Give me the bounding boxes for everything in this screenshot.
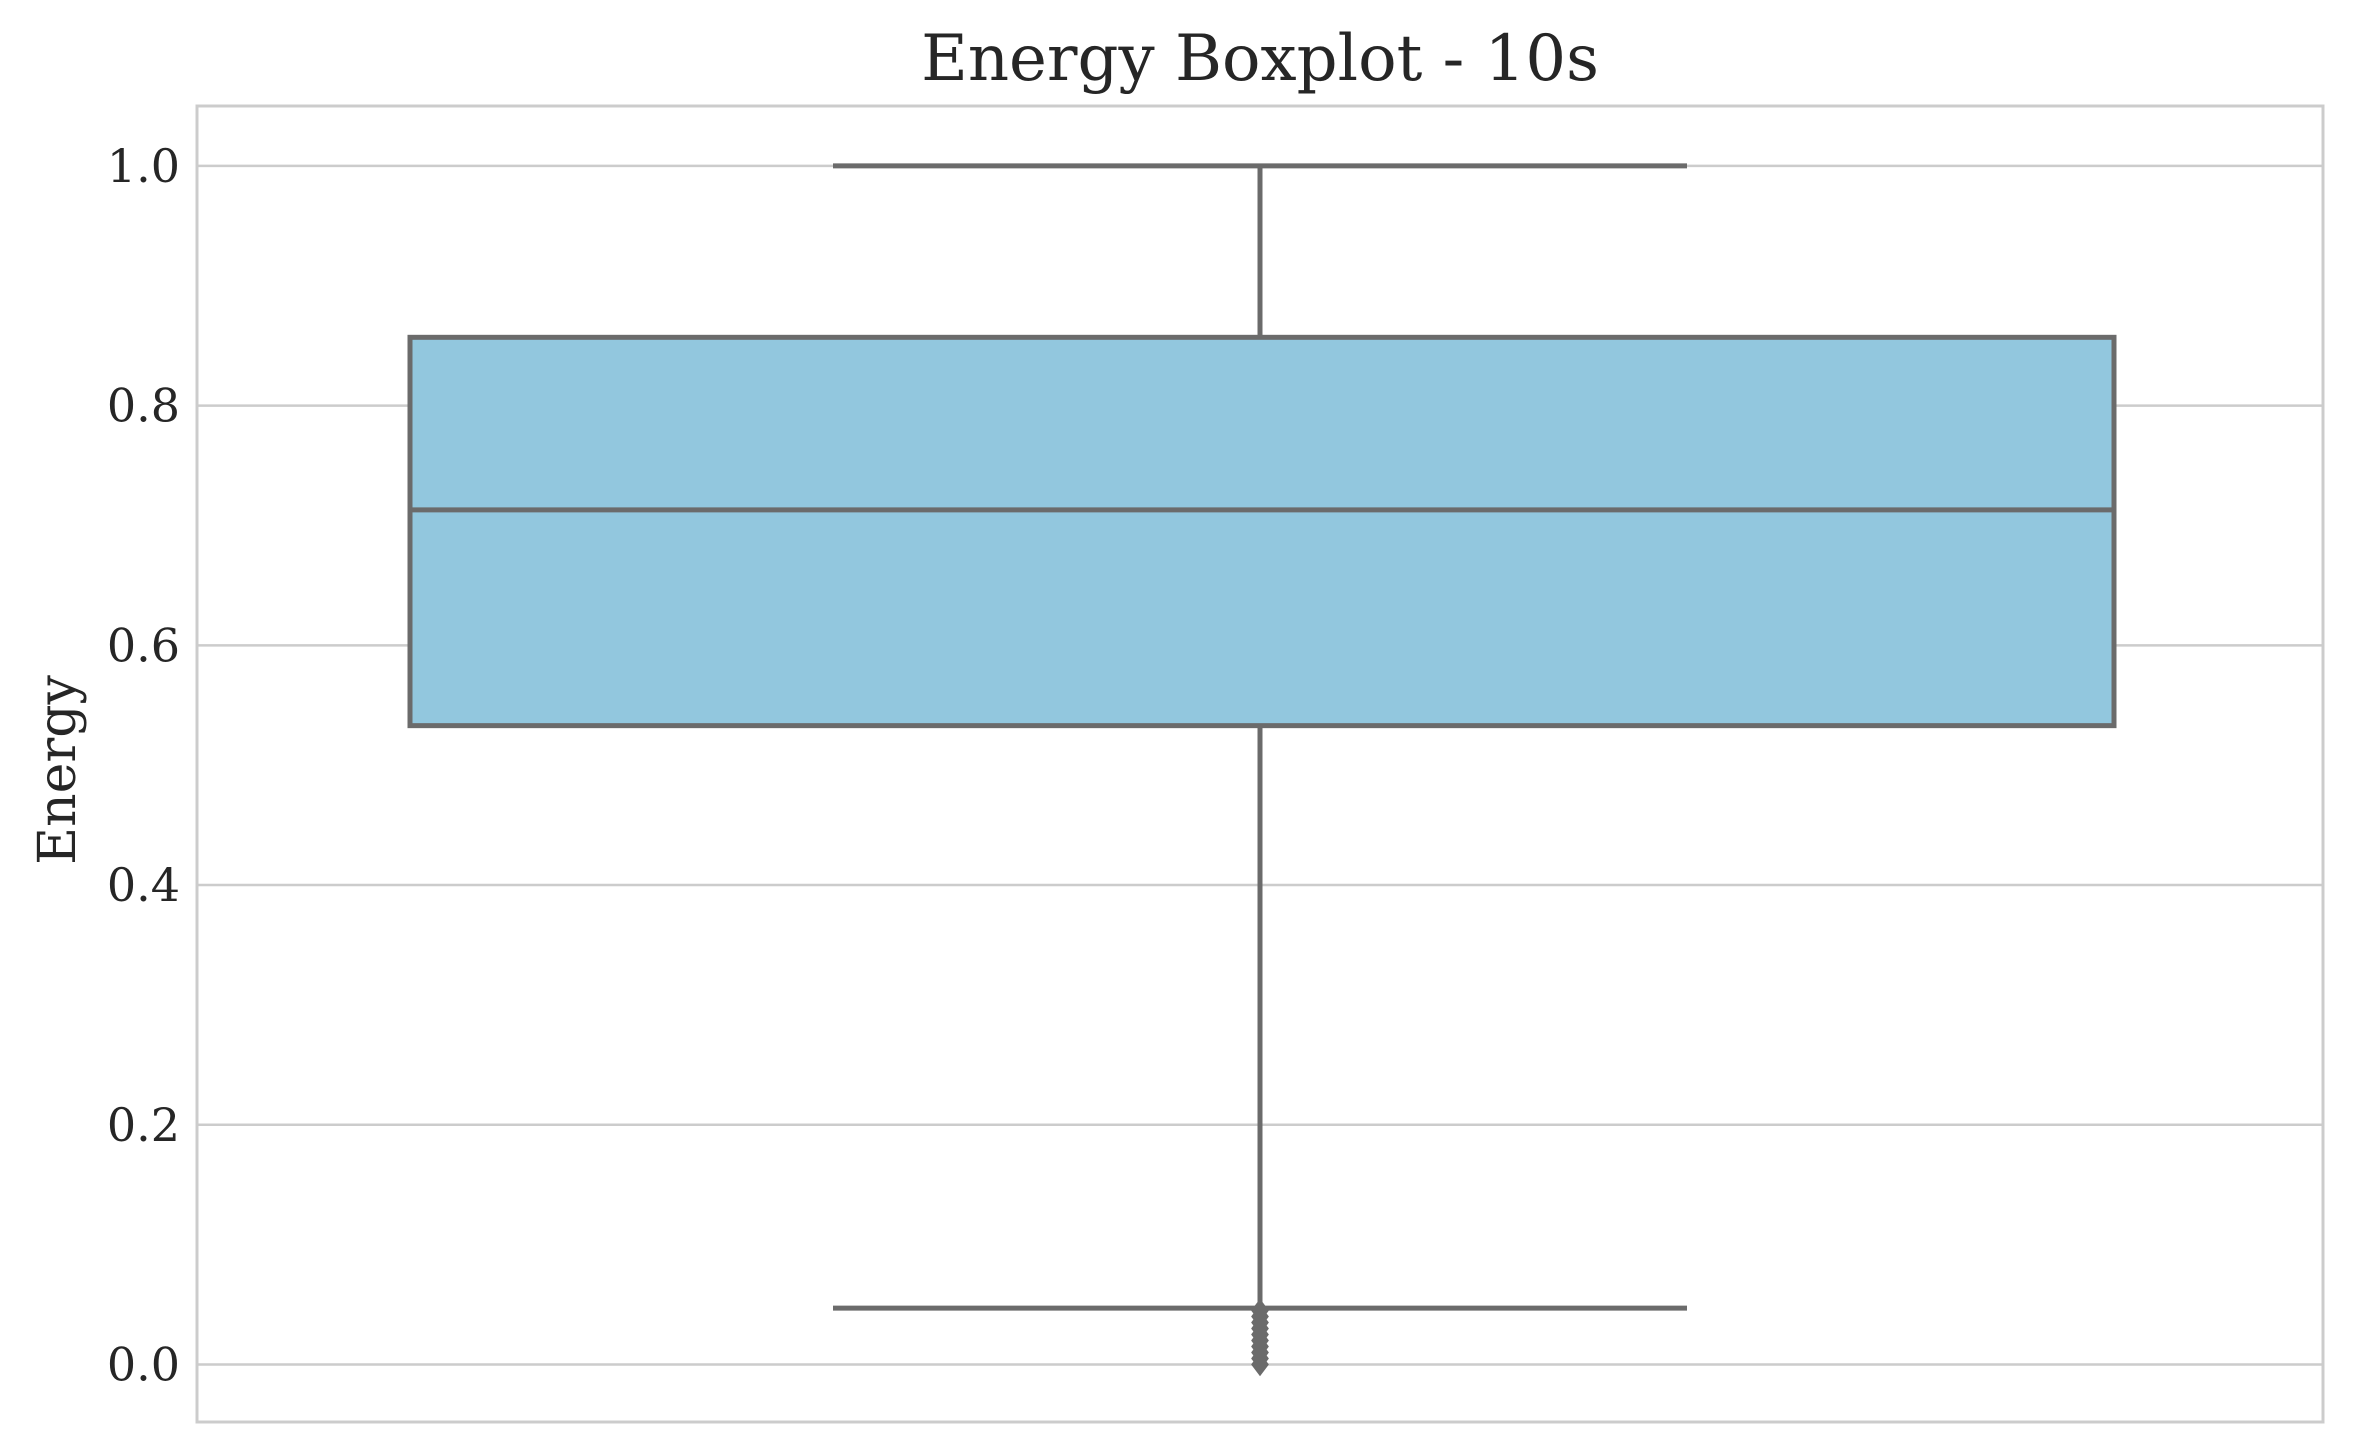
y-tick-label: 0.0 [107, 1337, 180, 1391]
y-tick-label: 1.0 [107, 139, 180, 193]
iqr-box [407, 334, 2117, 729]
plot-frame [195, 104, 2325, 1424]
y-tick-label: 0.2 [107, 1098, 180, 1152]
y-tick-label: 0.4 [107, 858, 180, 912]
y-axis-title: Energy [28, 675, 88, 865]
y-tick-label: 0.6 [107, 618, 180, 672]
y-tick-label: 0.8 [107, 379, 180, 433]
box-series [407, 163, 2117, 1377]
y-axis-ticks: 0.0 0.2 0.4 0.6 0.8 1.0 [107, 139, 180, 1392]
outlier-point [1251, 1298, 1269, 1323]
chart-title: Energy Boxplot - 10s [921, 22, 1599, 96]
